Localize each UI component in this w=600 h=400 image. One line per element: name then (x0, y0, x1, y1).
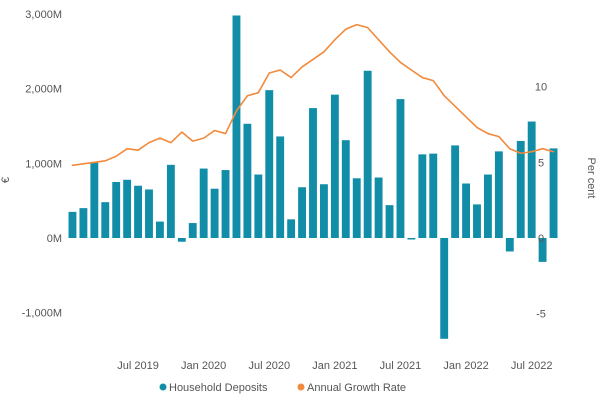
bar-household-deposits-mar-2022 (484, 174, 492, 238)
bar-household-deposits-feb-2022 (473, 204, 481, 238)
x-tick-label: Jul 2021 (380, 360, 422, 372)
bar-household-deposits-apr-2022 (494, 151, 503, 238)
bar-household-deposits-jul-2019 (134, 185, 142, 238)
bar-household-deposits-jan-2019 (68, 211, 77, 238)
bar-household-deposits-feb-2020 (210, 188, 219, 238)
bar-household-deposits-nov-2019 (177, 238, 186, 242)
bar-household-deposits-jul-2020 (265, 90, 274, 238)
bar-household-deposits-sep-2022 (549, 148, 558, 238)
bar-household-deposits-apr-2019 (101, 202, 110, 238)
x-tick-label: Jul 2020 (248, 360, 290, 372)
x-tick-label: Jan 2022 (443, 360, 488, 372)
annual-growth-rate-line-group (71, 23, 555, 167)
left-tick-label: 2,000M (25, 84, 62, 96)
chart-legend: Household Deposits Annual Growth Rate (159, 382, 406, 394)
x-tick-label: Jan 2021 (312, 360, 357, 372)
bar-household-deposits-oct-2020 (298, 187, 306, 238)
bar-household-deposits-nov-2020 (309, 108, 317, 238)
left-tick-label: 3,000M (25, 9, 62, 21)
bar-household-deposits-jun-2019 (123, 179, 132, 238)
bar-household-deposits-may-2022 (505, 238, 514, 252)
bar-household-deposits-apr-2020 (232, 15, 241, 238)
bar-household-deposits-jun-2020 (254, 174, 263, 238)
right-tick-label: 10 (535, 82, 547, 94)
right-axis-title: Per cent (585, 158, 597, 199)
bar-household-deposits-sep-2021 (418, 154, 427, 238)
left-tick-label: 1,000M (25, 158, 62, 170)
bar-household-deposits-jul-2022 (527, 121, 536, 238)
bar-household-deposits-nov-2021 (440, 238, 449, 339)
line-annual-growth-rate (71, 23, 555, 167)
right-tick-label: 5 (538, 157, 544, 169)
x-tick-label: Jul 2022 (511, 360, 553, 372)
bar-household-deposits-feb-2019 (79, 208, 88, 238)
bar-household-deposits-mar-2021 (352, 178, 361, 238)
x-tick-label: Jul 2019 (117, 360, 159, 372)
bar-household-deposits-oct-2021 (429, 153, 438, 238)
bar-household-deposits-jan-2021 (330, 94, 339, 238)
left-tick-label: 0M (47, 233, 62, 245)
bar-household-deposits-may-2019 (112, 182, 121, 238)
bar-household-deposits-sep-2019 (156, 221, 164, 238)
bar-household-deposits-aug-2019 (145, 189, 153, 238)
bar-household-deposits-dec-2019 (188, 223, 197, 238)
bar-household-deposits-sep-2020 (287, 219, 296, 238)
bar-household-deposits-mar-2019 (90, 162, 99, 238)
bar-household-deposits-aug-2022 (538, 238, 547, 262)
bar-household-deposits-dec-2020 (320, 184, 328, 238)
bar-household-deposits-jun-2021 (385, 205, 394, 238)
household-deposits-bars (68, 15, 558, 339)
bar-household-deposits-jan-2020 (199, 168, 208, 238)
bar-household-deposits-dec-2021 (451, 145, 460, 238)
bar-household-deposits-may-2020 (243, 123, 252, 238)
legend-label-household-deposits: Household Deposits (169, 382, 268, 394)
right-tick-label: -5 (536, 309, 546, 321)
x-tick-label: Jan 2020 (181, 360, 226, 372)
legend-marker-household-deposits (159, 383, 167, 391)
right-axis-tick-labels: -5 0 5 10 (535, 82, 547, 321)
bar-household-deposits-jul-2021 (396, 99, 405, 239)
bar-household-deposits-aug-2020 (276, 136, 285, 238)
bar-household-deposits-oct-2019 (166, 164, 175, 238)
bar-household-deposits-feb-2021 (341, 140, 350, 238)
left-tick-label: -1,000M (22, 308, 62, 320)
right-tick-label: 0 (538, 233, 544, 245)
bar-household-deposits-may-2021 (374, 177, 383, 238)
left-axis-title: € (0, 177, 12, 183)
bar-household-deposits-apr-2021 (363, 70, 372, 238)
legend-label-annual-growth-rate: Annual Growth Rate (307, 382, 406, 394)
x-axis-tick-labels: Jul 2019 Jan 2020 Jul 2020 Jan 2021 Jul 2021… (117, 360, 552, 372)
bar-household-deposits-aug-2021 (407, 238, 416, 240)
legend-marker-annual-growth-rate (297, 383, 305, 391)
bar-household-deposits-jan-2022 (462, 183, 470, 238)
bar-household-deposits-mar-2020 (221, 170, 230, 238)
bar-household-deposits-jun-2022 (516, 140, 525, 238)
left-axis-tick-labels: -1,000M 0M 1,000M 2,000M 3,000M (22, 9, 62, 320)
